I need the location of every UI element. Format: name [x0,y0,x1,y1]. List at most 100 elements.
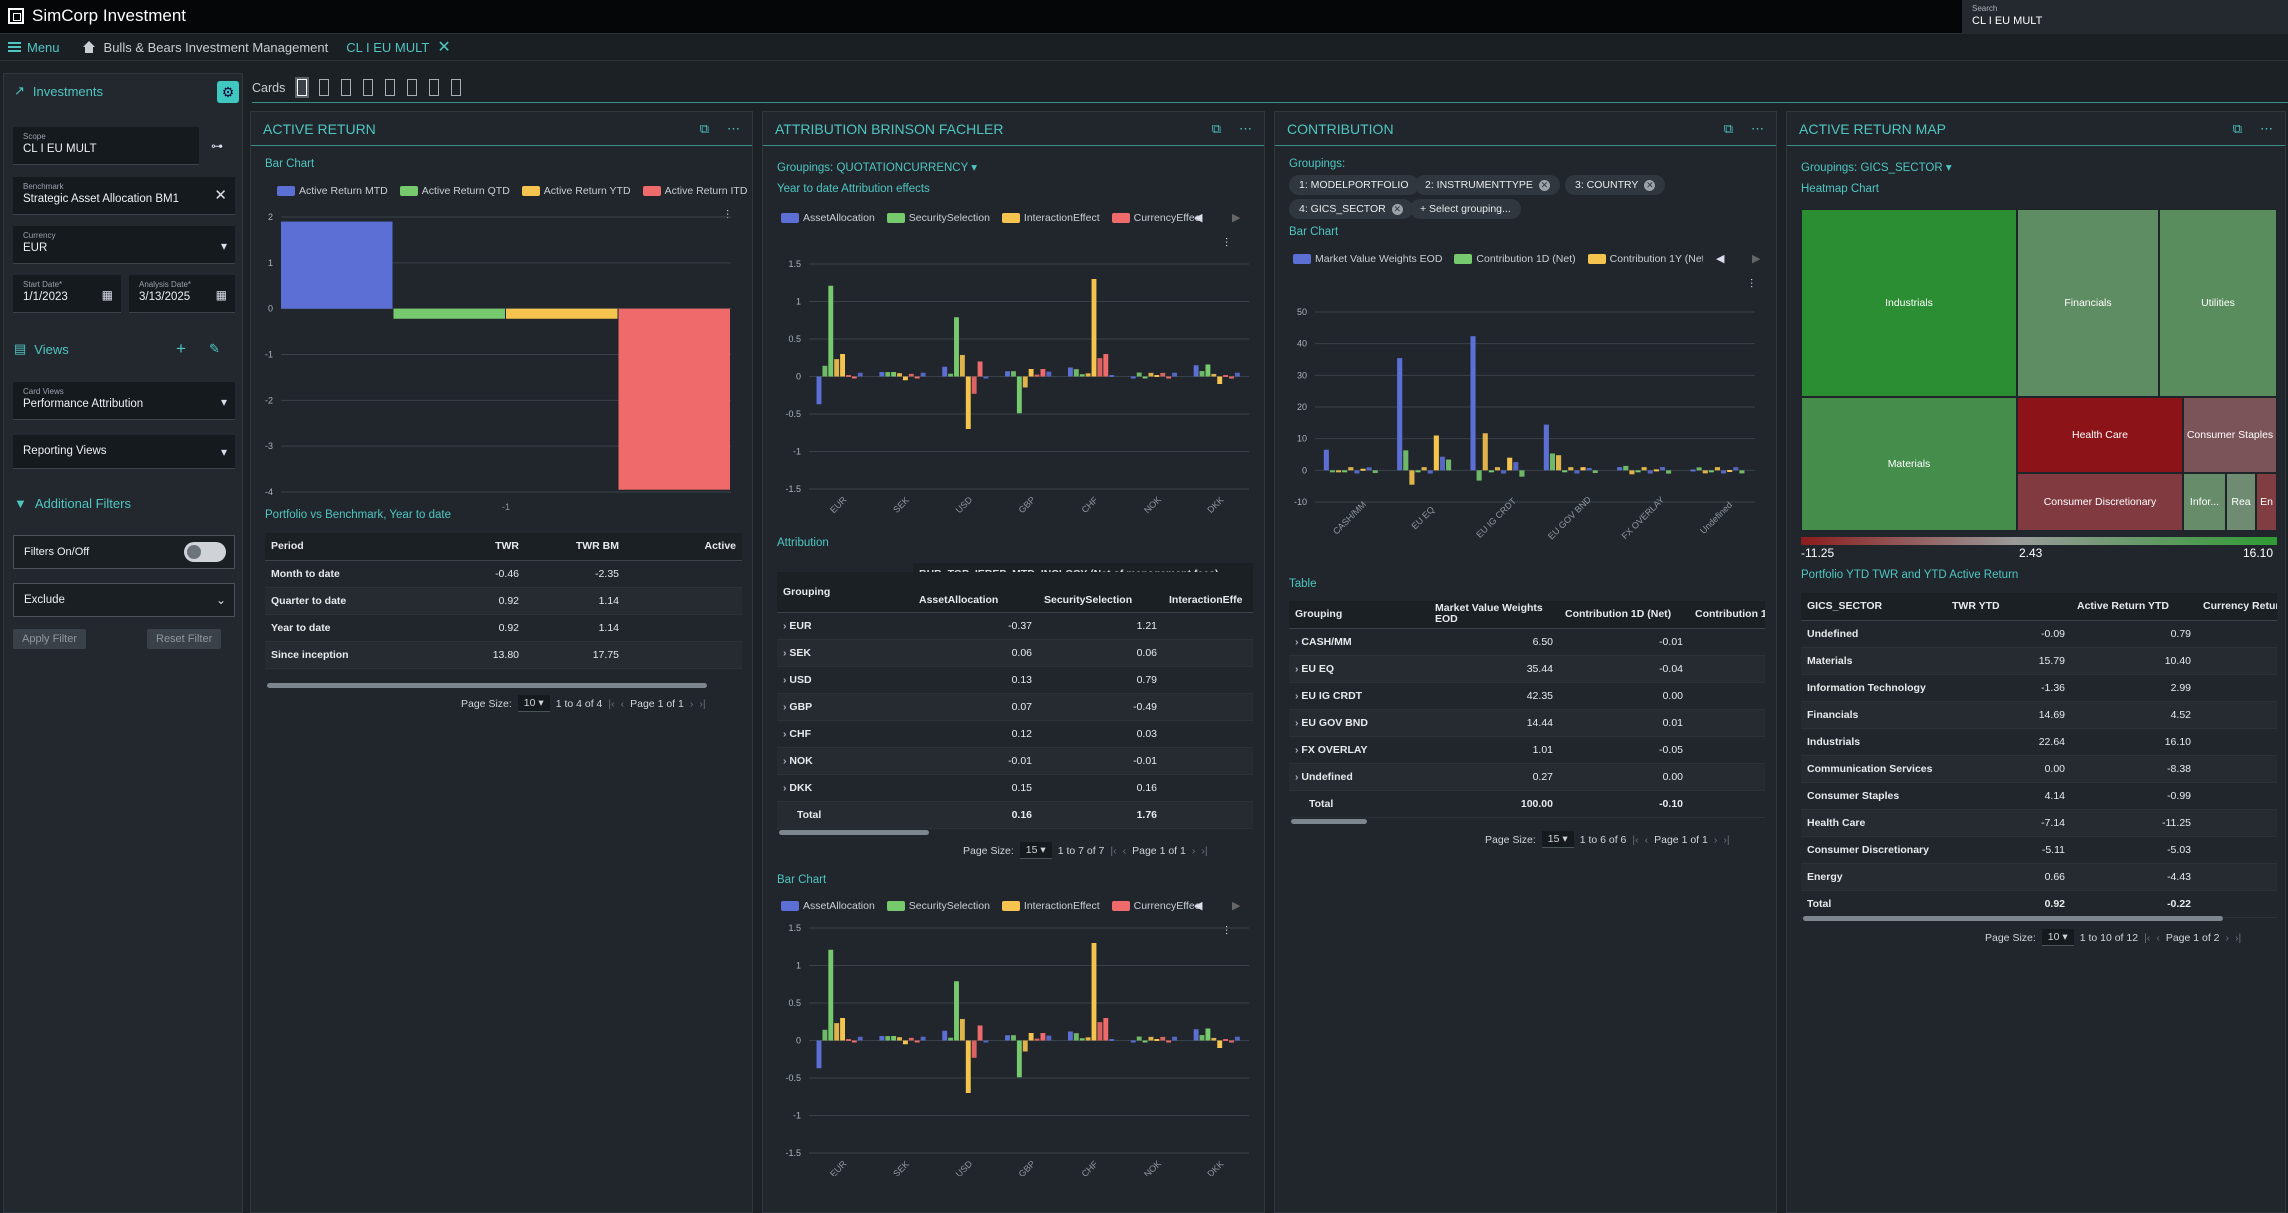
legend-item[interactable]: CurrencyEffect [1111,212,1201,224]
remove-chip-icon[interactable]: ✕ [1644,180,1656,191]
chart-legend[interactable]: Market Value Weights EOD Contribution 1D … [1293,253,1703,265]
column-header[interactable]: GICS_SECTOR [1801,593,1946,621]
legend-item[interactable]: SecuritySelection [886,900,990,912]
clear-benchmark-icon[interactable]: ✕ [214,187,227,204]
legend-item[interactable]: Active Return MTD [277,185,388,197]
column-header[interactable]: Grouping [777,572,913,613]
additional-filters-section[interactable]: ▼ Additional Filters [4,486,242,520]
table-row[interactable]: › CASH/MM 6.50 -0.01 [1289,628,1765,656]
column-header[interactable]: InteractionEffe [1163,572,1253,613]
chart-legend[interactable]: Active Return MTD Active Return QTD Active… [277,185,747,197]
table-row[interactable]: Energy 0.66 -4.43 [1801,863,2277,891]
page-size-select[interactable]: 15 ▾ [1541,831,1574,848]
column-header[interactable]: SecuritySelection [1038,572,1163,613]
heatmap-cell[interactable]: Infor... [2183,473,2226,531]
card-slot-icon[interactable] [319,79,330,96]
more-icon[interactable]: ⋯ [1239,120,1252,136]
grouping-chip[interactable]: 3: COUNTRY ✕ [1565,175,1666,195]
legend-prev-icon[interactable]: ◀ [1716,253,1725,265]
last-page-icon[interactable]: ›| [1723,833,1730,846]
app-brand[interactable]: SimCorp Investment [8,6,186,26]
heatmap-cell[interactable]: Consumer Discretionary [2017,473,2183,531]
tab-active[interactable]: CL I EU MULT [346,39,430,55]
horizontal-scrollbar[interactable] [267,683,707,688]
search-input[interactable]: Search CL I EU MULT [1962,0,2288,34]
heatmap-cell[interactable]: En [2256,473,2277,531]
open-external-icon[interactable]: ⧉ [2232,120,2242,136]
groupings-select[interactable]: Groupings: GICS_SECTOR ▾ [1801,162,1952,174]
table-row[interactable]: › GBP 0.07 -0.49 [777,693,1253,721]
legend-item[interactable]: Contribution 1D (Net) [1454,253,1576,265]
table-row[interactable]: Undefined -0.09 0.79 [1801,620,2277,648]
legend-next-icon[interactable]: ▶ [1752,253,1761,265]
open-external-icon[interactable]: ⧉ [1211,120,1221,136]
legend-prev-icon[interactable]: ◀ [1194,900,1203,912]
legend-prev-icon[interactable]: ◀ [1194,212,1203,224]
close-tab-icon[interactable]: ✕ [437,39,451,56]
column-header[interactable]: AssetAllocation [913,572,1038,613]
table-row[interactable]: › CHF 0.12 0.03 [777,720,1253,748]
horizontal-scrollbar[interactable] [1291,819,1367,824]
exclude-select[interactable]: Exclude ⌄ [13,583,235,617]
chart-legend[interactable]: AssetAllocation SecuritySelection Interact… [781,212,1201,224]
groupings-select[interactable]: Groupings: QUOTATIONCURRENCY ▾ [777,162,978,174]
table-row[interactable]: › Undefined 0.27 0.00 [1289,763,1765,791]
reset-filter-button[interactable]: Reset Filter [147,629,222,649]
table-row[interactable]: Quarter to date 0.92 1.14 [265,587,742,615]
grouping-chip[interactable]: 1: MODELPORTFOLIO [1289,175,1419,195]
first-page-icon[interactable]: |‹ [1110,844,1117,857]
heatmap-cell[interactable]: Materials [1801,397,2017,531]
analysis-date-field[interactable]: Analysis Date* 3/13/2025 ▦ [129,275,235,313]
last-page-icon[interactable]: ›| [2235,931,2242,944]
prev-page-icon[interactable]: ‹ [620,697,625,710]
table-row[interactable]: Total 100.00 -0.10 [1289,790,1765,818]
prev-page-icon[interactable]: ‹ [1122,844,1127,857]
column-header[interactable]: Market Value Weights EOD [1429,601,1559,629]
first-page-icon[interactable]: |‹ [2144,931,2151,944]
more-icon[interactable]: ⋯ [1751,120,1764,136]
column-header[interactable]: Active [625,533,742,561]
table-row[interactable]: Year to date 0.92 1.14 [265,614,742,642]
chart-legend[interactable]: AssetAllocation SecuritySelection Interact… [781,900,1201,912]
card-slot-icon[interactable] [341,79,352,96]
column-header[interactable]: Contribution 1Y [1689,601,1765,629]
menu-button[interactable]: Menu [0,40,68,55]
heatmap-cell[interactable]: Utilities [2159,209,2277,397]
heatmap-cell[interactable]: Financials [2017,209,2159,397]
more-icon[interactable]: ⋯ [2260,120,2273,136]
column-header[interactable]: Contribution 1D (Net) [1559,601,1689,629]
chart-type-icon[interactable]: ⫶ [1225,236,1229,250]
legend-item[interactable]: Market Value Weights EOD [1293,253,1442,265]
horizontal-scrollbar[interactable] [779,830,929,835]
legend-next-icon[interactable]: ▶ [1232,900,1241,912]
breadcrumb[interactable]: Bulls & Bears Investment Management [103,39,329,55]
heatmap-cell[interactable]: Industrials [1801,209,2017,397]
chart-type-icon[interactable]: ⫶ [1225,924,1229,938]
open-external-icon[interactable]: ⧉ [699,120,709,136]
calendar-icon[interactable]: ▦ [215,288,227,302]
table-row[interactable]: › DKK 0.15 0.16 [777,774,1253,802]
table-row[interactable]: Materials 15.79 10.40 [1801,647,2277,675]
next-page-icon[interactable]: › [1191,844,1196,857]
home-icon[interactable] [82,41,96,53]
heatmap-cell[interactable]: Consumer Staples [2183,397,2277,473]
horizontal-scrollbar[interactable] [1803,916,2223,921]
table-row[interactable]: › FX OVERLAY 1.01 -0.05 [1289,736,1765,764]
last-page-icon[interactable]: ›| [1201,844,1208,857]
investments-section[interactable]: ↗ Investments ⚙ [4,74,242,108]
reporting-views-select[interactable]: Reporting Views ▾ [13,435,235,469]
card-slot-icon[interactable] [295,77,310,98]
heatmap-cell[interactable]: Health Care [2017,397,2183,473]
legend-item[interactable]: AssetAllocation [781,900,875,912]
remove-chip-icon[interactable]: ✕ [1391,204,1403,215]
legend-item[interactable]: InteractionEffect [1001,900,1100,912]
legend-item[interactable]: Active Return ITD [642,185,747,197]
scope-field[interactable]: Scope CL I EU MULT [13,127,199,165]
edit-view-icon[interactable]: ✎ [209,341,220,356]
start-date-field[interactable]: Start Date* 1/1/2023 ▦ [13,275,121,313]
hierarchy-icon[interactable]: ⊶ [211,139,223,153]
gear-icon[interactable]: ⚙ [217,81,239,103]
legend-item[interactable]: InteractionEffect [1001,212,1100,224]
heatmap-cell[interactable]: Rea [2226,473,2256,531]
card-slot-icon[interactable] [451,79,462,96]
